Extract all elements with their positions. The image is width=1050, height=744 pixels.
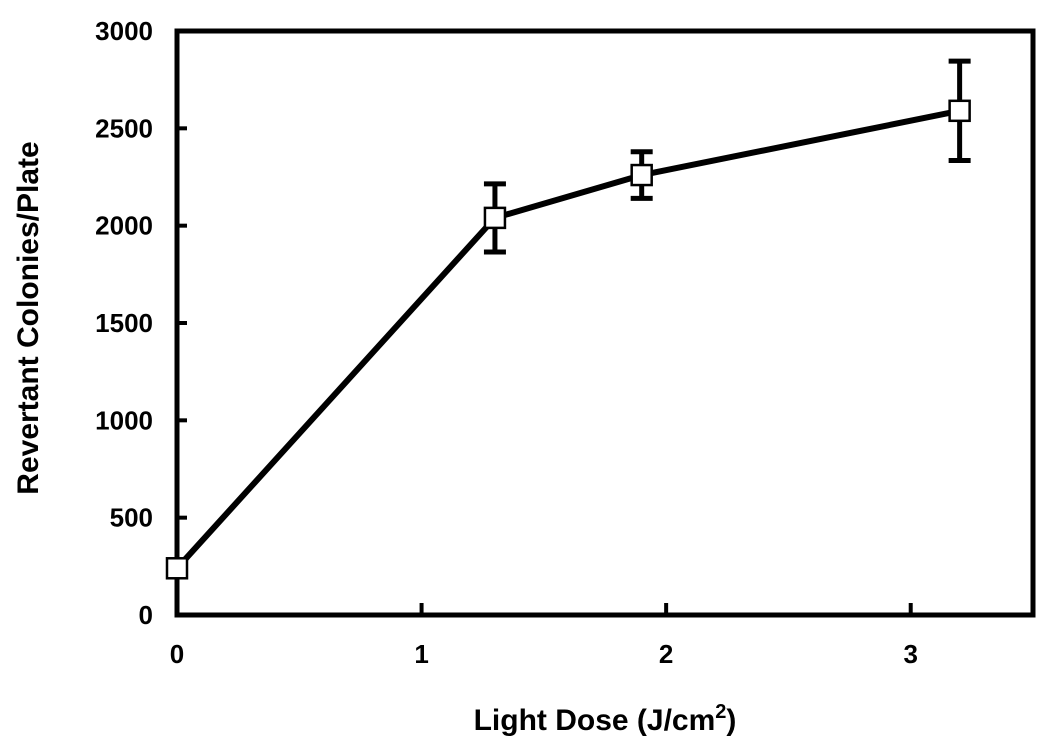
y-axis-label: Revertant Colonies/Plate — [12, 141, 45, 494]
y-tick-label: 500 — [110, 503, 153, 533]
y-tick-label: 3000 — [95, 16, 153, 46]
data-point-marker — [630, 163, 653, 187]
x-axis-label-superscript: 2 — [715, 701, 726, 723]
x-tick-label: 0 — [170, 639, 184, 669]
data-point-marker — [483, 206, 507, 230]
data-point-marker — [948, 99, 971, 123]
y-tick-label: 0 — [139, 600, 153, 630]
x-tick-label: 3 — [903, 639, 917, 669]
x-tick-label: 2 — [659, 639, 673, 669]
x-axis-label: Light Dose (J/cm2) — [474, 701, 737, 737]
series-layer — [165, 58, 971, 580]
y-tick-label: 2500 — [95, 113, 153, 143]
data-point-marker — [165, 557, 189, 580]
y-tick-label: 1500 — [95, 308, 153, 338]
x-axis-label-close: ) — [726, 704, 736, 737]
x-tick-label: 1 — [414, 639, 428, 669]
plot-frame — [174, 28, 1036, 618]
y-tick-label: 2000 — [95, 211, 153, 241]
series-line — [174, 107, 961, 571]
y-tick-label: 1000 — [95, 405, 153, 435]
y-axis-ticks: 0 500 1000 1500 2000 2500 3000 — [95, 16, 187, 630]
x-axis-ticks: 0 1 2 3 — [170, 603, 918, 669]
